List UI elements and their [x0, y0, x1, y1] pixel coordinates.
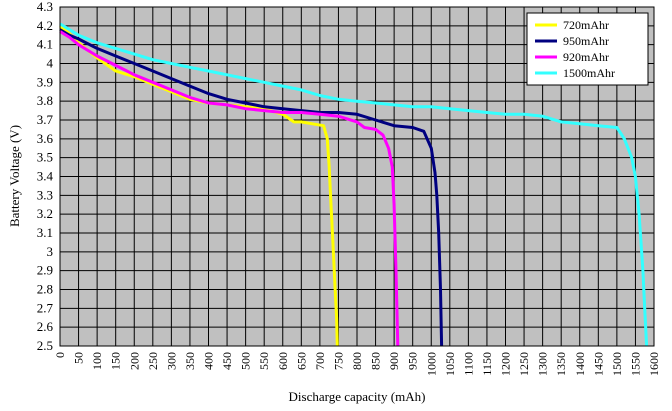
- x-tick-label: 900: [387, 352, 401, 370]
- series-line-1500mAhr: [59, 22, 649, 347]
- series-lines: [59, 22, 649, 347]
- y-tick-label: 3.5: [37, 150, 53, 165]
- y-axis-label: Battery Voltage (V): [7, 125, 22, 227]
- y-tick-label: 2.8: [37, 282, 53, 297]
- x-tick-label: 1300: [536, 352, 550, 376]
- x-axis-label: Discharge capacity (mAh): [289, 389, 426, 404]
- x-tick-label: 550: [257, 352, 271, 370]
- x-tick-label: 1050: [443, 352, 457, 376]
- x-tick-label: 650: [294, 352, 308, 370]
- x-tick-label: 850: [369, 352, 383, 370]
- y-tick-label: 3.4: [37, 169, 54, 184]
- series-line-720mAhr: [59, 24, 339, 347]
- plot-border: [59, 6, 655, 347]
- x-tick-label: 450: [220, 352, 234, 370]
- y-tick-label: 3.6: [37, 131, 54, 146]
- y-tick-label: 4.3: [37, 0, 53, 14]
- y-tick-label: 4: [47, 56, 54, 71]
- x-tick-label: 700: [313, 352, 327, 370]
- x-tick-label: 1400: [573, 352, 587, 376]
- x-tick-label: 300: [164, 352, 178, 370]
- y-tick-labels: 2.5 2.6 2.7 2.8 2.9 3 3.1 3.2 3.3 3.4 3.5 3.6 3.7 3.8…: [37, 0, 54, 353]
- x-tick-label: 1000: [424, 352, 438, 376]
- x-tick-labels: 0 50 100 150 200 250 300 350 400 450 500 550 600 650 7…: [53, 352, 661, 376]
- y-tick-label: 3.3: [37, 187, 53, 202]
- x-tick-label: 1600: [647, 352, 661, 376]
- grid-lines: [59, 6, 655, 347]
- x-tick-label: 1200: [499, 352, 513, 376]
- x-tick-label: 1150: [480, 352, 494, 376]
- x-tick-label: 750: [331, 352, 345, 370]
- x-tick-label: 200: [127, 352, 141, 370]
- legend-label: 950mAhr: [563, 34, 609, 48]
- x-tick-label: 50: [72, 352, 86, 364]
- x-tick-label: 400: [202, 352, 216, 370]
- y-tick-label: 3.1: [37, 225, 53, 240]
- y-tick-label: 2.9: [37, 263, 53, 278]
- x-tick-label: 950: [406, 352, 420, 370]
- legend: 720mAhr 950mAhr 920mAhr 1500mAhr: [526, 12, 649, 86]
- legend-label: 920mAhr: [563, 50, 609, 64]
- y-tick-label: 2.6: [37, 319, 54, 334]
- y-tick-label: 4.2: [37, 18, 53, 33]
- x-tick-label: 1100: [461, 352, 475, 376]
- x-tick-label: 100: [90, 352, 104, 370]
- x-tick-label: 1500: [610, 352, 624, 376]
- x-tick-label: 1350: [554, 352, 568, 376]
- x-tick-label: 350: [183, 352, 197, 370]
- y-tick-label: 4.1: [37, 37, 53, 52]
- x-tick-label: 500: [239, 352, 253, 370]
- y-tick-label: 2.5: [37, 338, 53, 353]
- y-tick-label: 3.7: [37, 112, 54, 127]
- x-tick-label: 150: [109, 352, 123, 370]
- x-tick-label: 1450: [591, 352, 605, 376]
- series-line-950mAhr: [59, 28, 444, 347]
- x-tick-label: 1250: [517, 352, 531, 376]
- y-tick-label: 3.8: [37, 93, 53, 108]
- x-tick-label: 1550: [628, 352, 642, 376]
- y-tick-label: 3.9: [37, 74, 53, 89]
- x-tick-label: 800: [350, 352, 364, 370]
- y-tick-label: 3.2: [37, 206, 53, 221]
- legend-label: 720mAhr: [563, 18, 609, 32]
- x-tick-label: 600: [276, 352, 290, 370]
- x-tick-label: 250: [146, 352, 160, 370]
- legend-label: 1500mAhr: [563, 66, 615, 80]
- x-tick-label: 0: [53, 352, 67, 358]
- series-line-920mAhr: [59, 30, 400, 347]
- y-tick-label: 3: [47, 244, 54, 259]
- y-tick-label: 2.7: [37, 300, 54, 315]
